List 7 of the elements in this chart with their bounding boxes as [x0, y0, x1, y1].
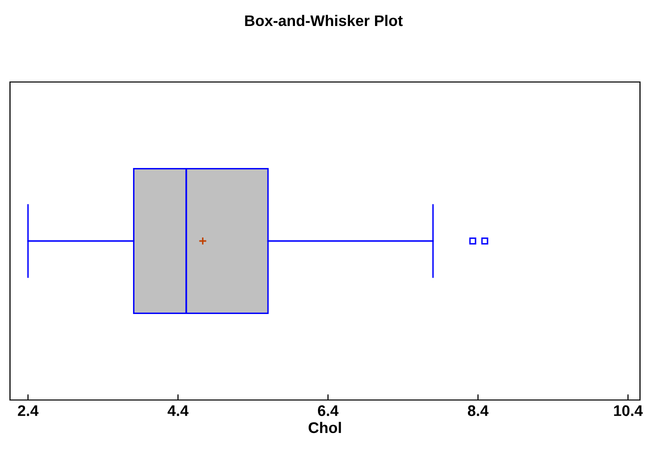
x-tick-label: 4.4 [168, 405, 189, 416]
x-tick-label: 6.4 [318, 405, 339, 416]
x-tick-label: 2.4 [18, 405, 39, 416]
chart-title: Box-and-Whisker Plot [245, 14, 403, 26]
x-axis-title: Chol [308, 422, 341, 434]
x-tick-label: 8.4 [468, 405, 489, 416]
x-tick-label: 10.4 [614, 405, 643, 416]
